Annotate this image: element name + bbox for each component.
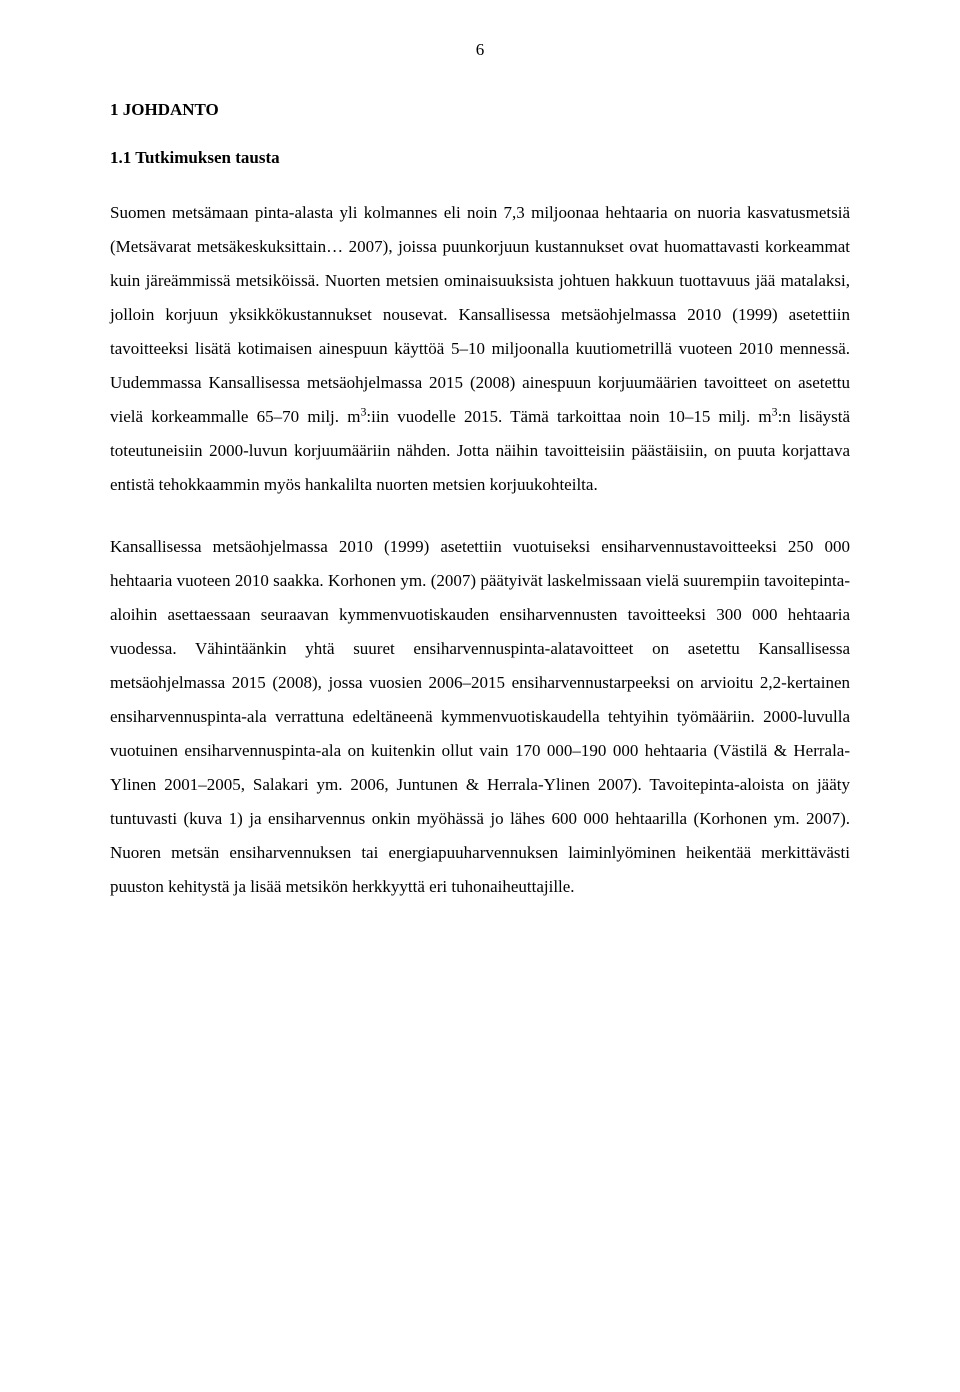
page-number: 6 [476, 40, 485, 60]
body-paragraph-2: Kansallisessa metsäohjelmassa 2010 (1999… [110, 530, 850, 904]
section-title: 1 JOHDANTO [110, 100, 850, 120]
paragraph-text: :iin vuodelle 2015. Tämä tarkoittaa noin… [366, 407, 771, 426]
body-paragraph-1: Suomen metsämaan pinta-alasta yli kolman… [110, 196, 850, 502]
section-number: 1 [110, 100, 119, 119]
paragraph-text: Suomen metsämaan pinta-alasta yli kolman… [110, 203, 850, 426]
document-page: 6 1 JOHDANTO 1.1 Tutkimuksen tausta Suom… [0, 0, 960, 1392]
subsection-number: 1.1 [110, 148, 131, 167]
section-heading-text: JOHDANTO [123, 100, 219, 119]
subsection-heading-text: Tutkimuksen tausta [135, 148, 279, 167]
subsection-title: 1.1 Tutkimuksen tausta [110, 148, 850, 168]
